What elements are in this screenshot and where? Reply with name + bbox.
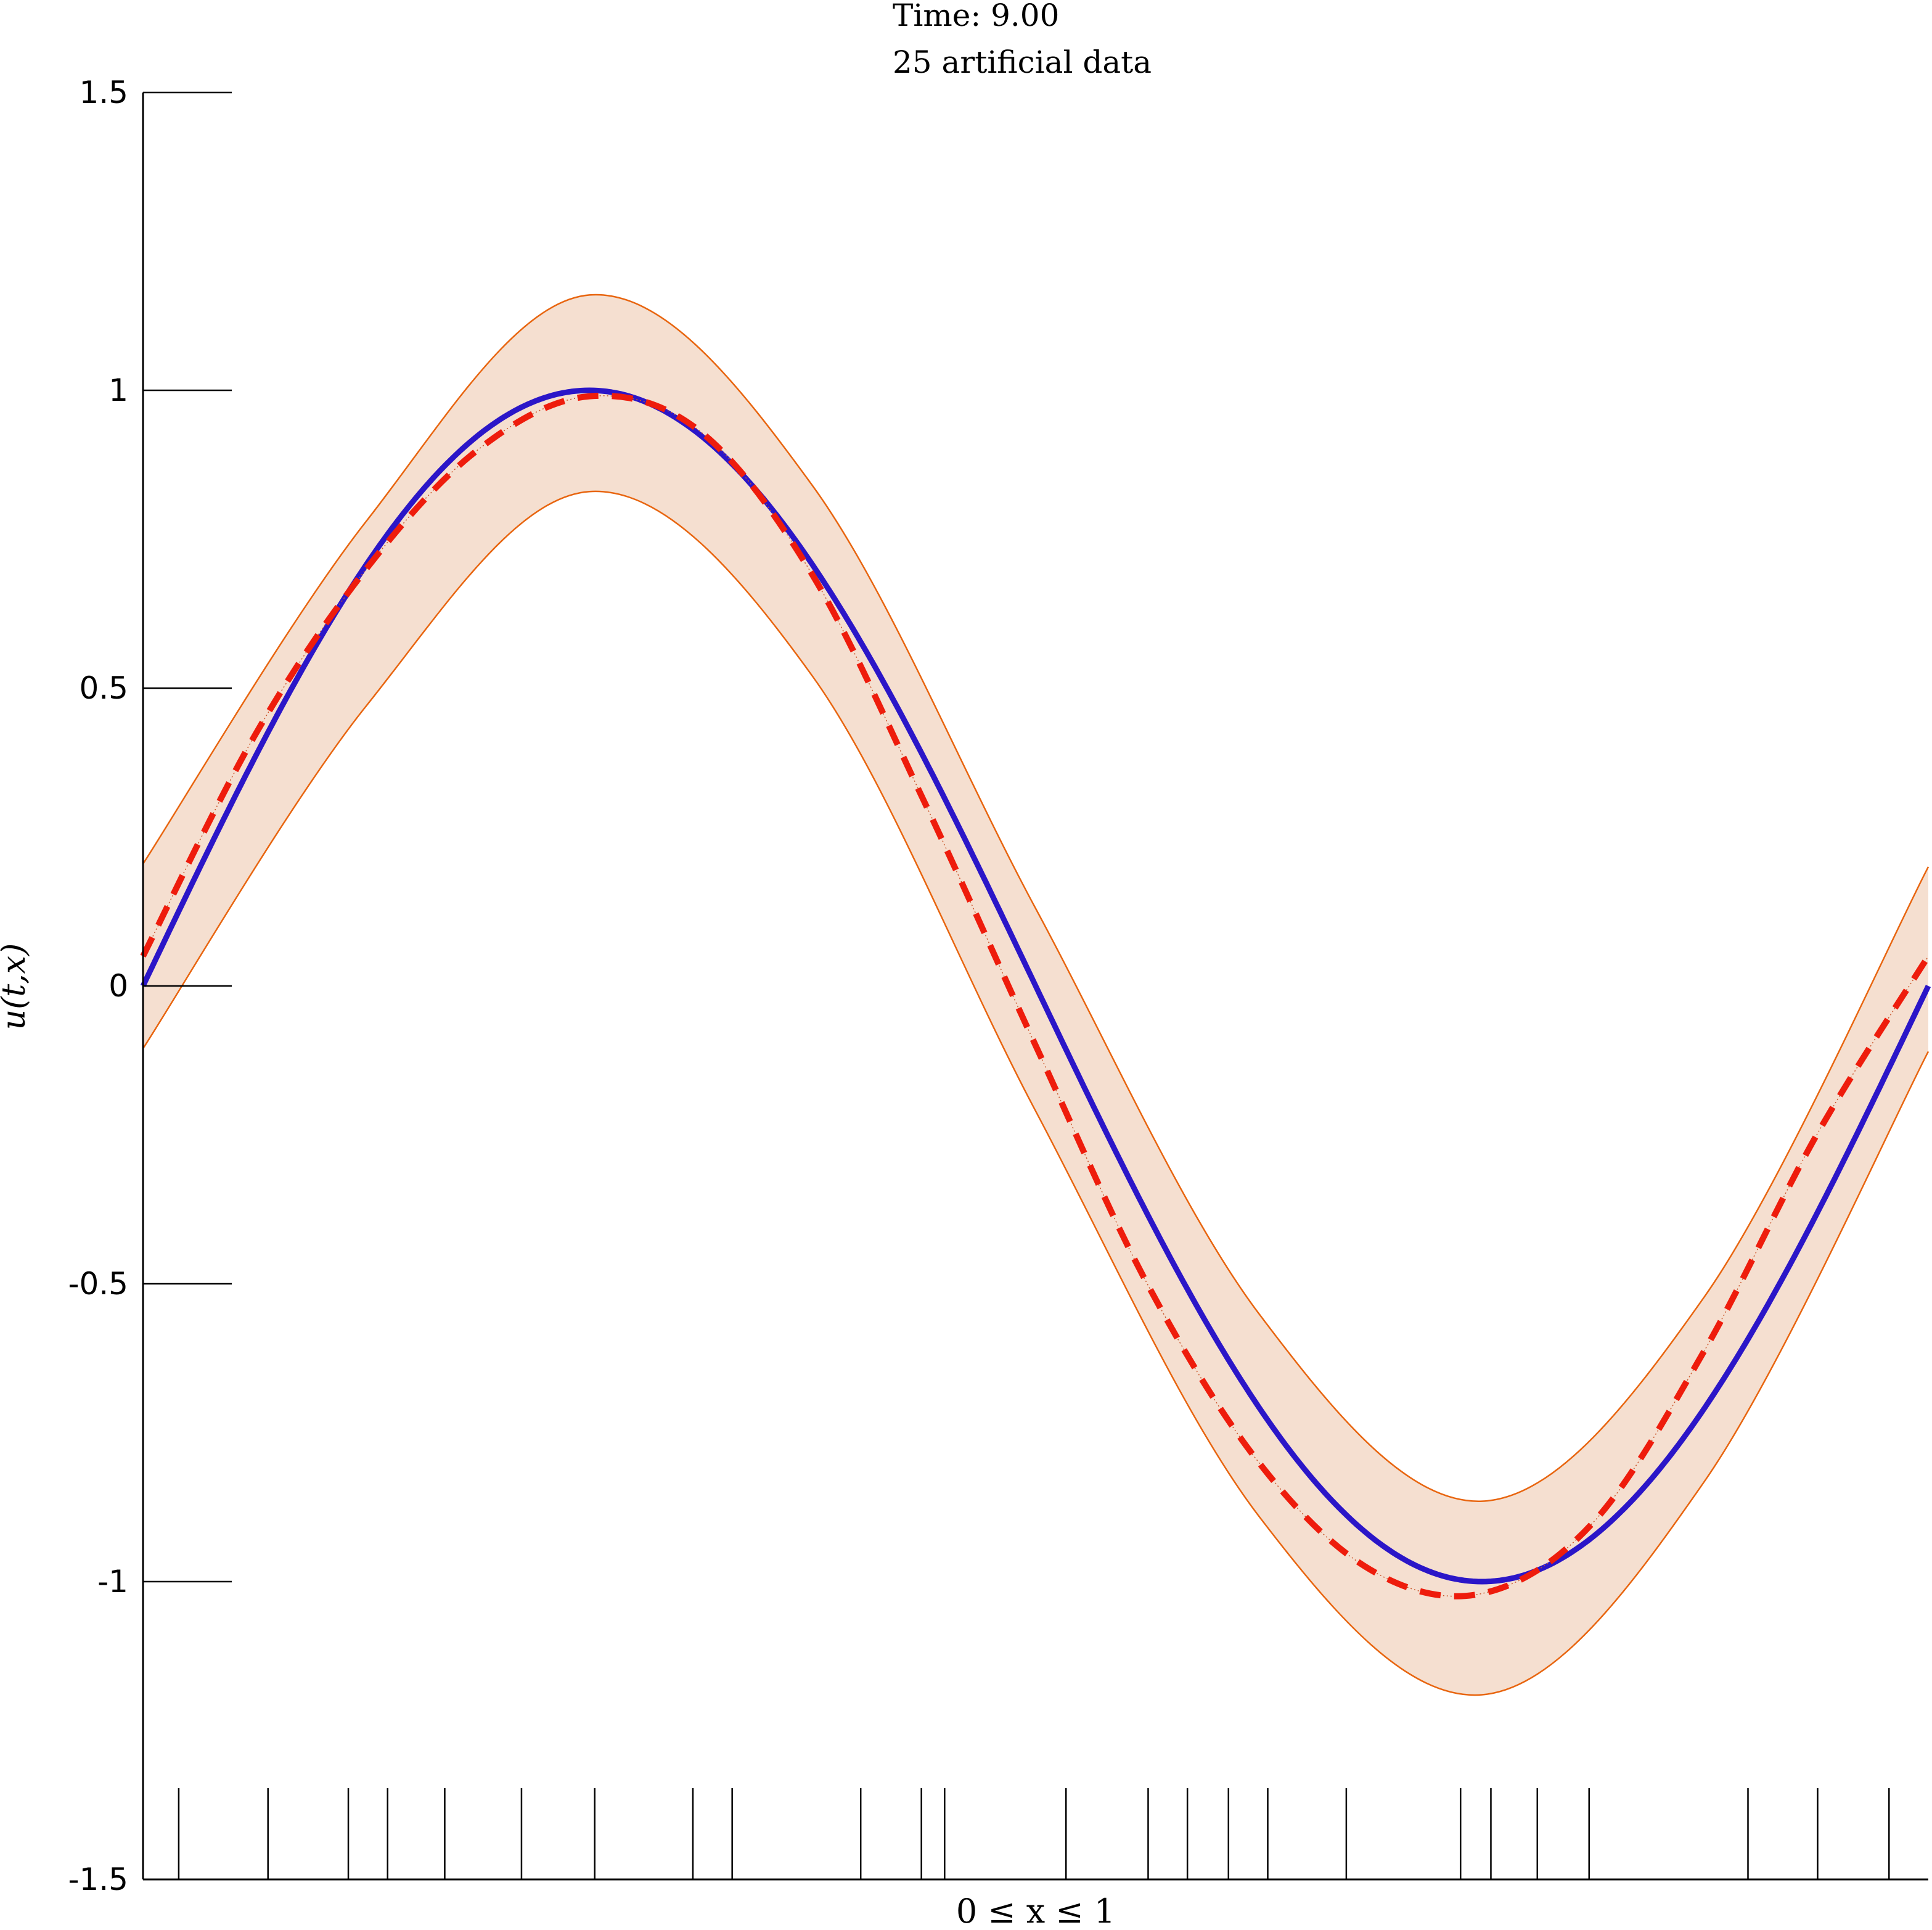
y-tick-label: 1.5: [79, 75, 128, 110]
series-solid-line: [140, 387, 1931, 1585]
y-tick-label: 1: [108, 372, 128, 408]
uncertainty-band: [142, 294, 1930, 1696]
y-tick-label: 0: [108, 968, 128, 1004]
x-axis-label: 0 ≤ x ≤ 1: [956, 1892, 1115, 1930]
band-upper-edge: [142, 294, 1930, 1502]
band-lower-edge: [142, 490, 1930, 1696]
y-tick-label: -1: [97, 1564, 128, 1599]
series-dashed-line: [140, 392, 1931, 1599]
y-tick-label: -0.5: [68, 1266, 128, 1302]
y-axis: 1.5 1 0.5 0 -0.5 -1 -1.5: [68, 75, 1928, 1897]
y-axis-label: u(t,x): [0, 943, 33, 1030]
y-tick-label: -1.5: [68, 1862, 128, 1897]
data-location-rug: [178, 1788, 1890, 1879]
band-fill: [143, 294, 1928, 1695]
y-tick-label: 0.5: [79, 670, 128, 706]
title-line-2: 25 artificial data: [893, 44, 1152, 80]
series-layer: [140, 387, 1931, 1599]
chart-title: Time: 9.00 25 artificial data: [893, 0, 1152, 80]
title-line-1: Time: 9.00: [893, 0, 1059, 33]
